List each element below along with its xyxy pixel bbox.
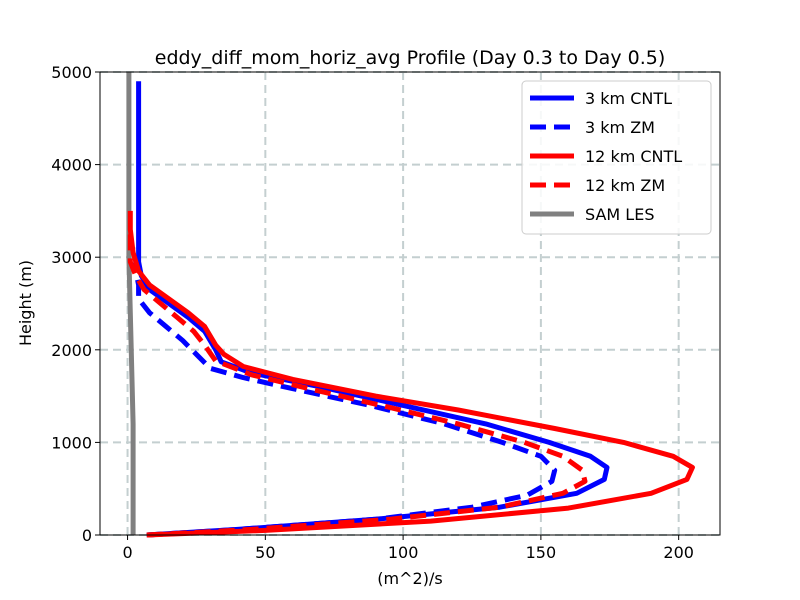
chart-title: eddy_diff_mom_horiz_avg Profile (Day 0.3…	[155, 47, 666, 69]
y-tick-label: 3000	[51, 248, 92, 267]
x-tick-label: 150	[526, 543, 557, 562]
legend-label-3-km-cntl: 3 km CNTL	[585, 89, 672, 108]
series-layer	[126, 72, 695, 538]
y-tick-label: 4000	[51, 156, 92, 175]
series-line-3-km-zm	[133, 247, 558, 538]
legend-label-12-km-cntl: 12 km CNTL	[585, 147, 682, 166]
series-line-sam-les	[126, 72, 136, 535]
legend: 3 km CNTL 3 km ZM 12 km CNTL 12 km ZM SAM LE…	[521, 80, 712, 235]
series-line-12-km-cntl	[127, 210, 695, 538]
legend-box	[521, 80, 712, 235]
y-tick-label: 2000	[51, 341, 92, 360]
series-line-12-km-zm	[127, 229, 588, 538]
x-tick-label: 50	[255, 543, 275, 562]
x-tick-label: 0	[122, 543, 132, 562]
y-tick-label: 0	[82, 526, 92, 545]
plot-frame	[99, 71, 721, 536]
legend-label-12-km-zm: 12 km ZM	[585, 176, 665, 195]
y-tick-label: 5000	[51, 63, 92, 82]
legend-label-3-km-zm: 3 km ZM	[585, 118, 655, 137]
y-axis-label: Height (m)	[16, 260, 35, 346]
x-tick-label: 200	[663, 543, 694, 562]
legend-label-sam-les: SAM LES	[585, 205, 654, 224]
y-tick-label: 1000	[51, 433, 92, 452]
x-axis-label: (m^2)/s	[377, 569, 442, 588]
x-tick-label: 100	[388, 543, 419, 562]
